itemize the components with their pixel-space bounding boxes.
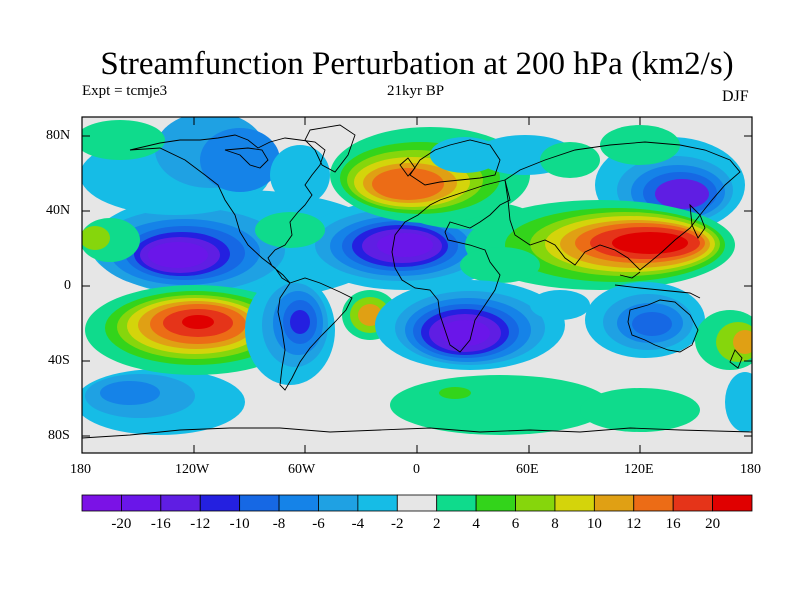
south-america-negative	[245, 275, 335, 385]
colorbar-swatch	[712, 494, 753, 512]
period-label: 21kyr BP	[387, 83, 445, 99]
colorbar-swatch	[239, 494, 280, 512]
lon-label-120e: 120E	[624, 462, 654, 477]
colorbar-label: 12	[626, 516, 641, 532]
colorbar-label: -12	[190, 516, 210, 532]
colorbar-swatch	[121, 494, 162, 512]
africa-negative	[375, 280, 565, 370]
colorbar-swatch	[436, 494, 477, 512]
colorbar-swatch	[160, 494, 201, 512]
colorbar-label: 16	[666, 516, 682, 532]
arctic-negative	[82, 117, 330, 215]
colorbar-swatch	[278, 494, 319, 512]
colorbar-label: 20	[705, 516, 720, 532]
lat-label-0: 0	[64, 278, 71, 293]
lon-label-0: 0	[413, 462, 420, 477]
colorbar-label: -4	[352, 516, 365, 532]
coastlines	[82, 124, 752, 439]
colorbar-label: 6	[512, 516, 520, 532]
colorbar-label: 10	[587, 516, 602, 532]
tasman-positive	[695, 310, 752, 370]
colorbar-label: -2	[391, 516, 404, 532]
colorbar-swatch	[554, 494, 595, 512]
colorbar-swatch	[672, 494, 713, 512]
colorbar-label: -6	[312, 516, 325, 532]
lat-label-40s: 40S	[48, 353, 70, 368]
plot-title: Streamfunction Perturbation at 200 hPa (…	[100, 46, 734, 82]
lat-label-80s: 80S	[48, 428, 70, 443]
lon-label-180e: 180	[740, 462, 761, 477]
lat-label-40n: 40N	[46, 203, 71, 218]
colorbar-swatch	[81, 494, 122, 512]
colorbar-swatch	[515, 494, 556, 512]
southern-positive-band	[390, 375, 700, 435]
colorbar-swatch	[475, 494, 516, 512]
colorbar-swatch	[396, 494, 438, 512]
streamfunction-field	[82, 117, 752, 453]
colorbar-swatch	[199, 494, 241, 512]
colorbar-label: 4	[472, 516, 480, 532]
colorbar-label: -16	[151, 516, 171, 532]
colorbar-swatch	[633, 494, 674, 512]
season-label: DJF	[722, 88, 749, 105]
european-positive	[330, 127, 575, 223]
colorbar-swatch	[357, 494, 398, 512]
axis-ticks	[82, 117, 752, 453]
colorbar-label: -10	[230, 516, 250, 532]
lon-label-60e: 60E	[516, 462, 539, 477]
lon-label-120w: 120W	[175, 462, 210, 477]
experiment-label: Expt = tcmje3	[82, 83, 168, 99]
lon-label-180w: 180	[70, 462, 91, 477]
south-pacific-negative	[82, 369, 752, 435]
atlantic-negative	[255, 200, 530, 290]
colorbar-swatch	[318, 494, 359, 512]
colorbar-swatch	[593, 494, 635, 512]
lat-label-80n: 80N	[46, 128, 71, 143]
north-pacific-negative	[90, 190, 390, 300]
colorbar-label: 8	[551, 516, 559, 532]
lon-label-60w: 60W	[288, 462, 316, 477]
colorbar-label: -20	[111, 516, 131, 532]
south-pacific-positive	[85, 285, 305, 375]
australia-negative	[530, 282, 705, 358]
colorbar-label: 2	[433, 516, 441, 532]
colorbar-label: -8	[273, 516, 286, 532]
